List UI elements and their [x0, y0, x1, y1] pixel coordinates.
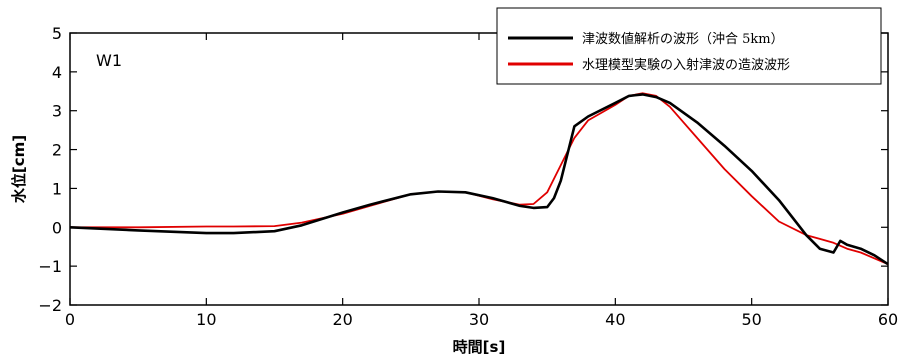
- x-tick-label: 60: [878, 310, 898, 329]
- x-tick-label: 40: [605, 310, 625, 329]
- series-line-1: [70, 92, 889, 266]
- series-lines: [69, 92, 889, 266]
- x-axis-label: 時間[s]: [453, 338, 506, 356]
- panel-label: W1: [96, 51, 122, 70]
- x-tick-label: 50: [741, 310, 761, 329]
- x-tick-label: 20: [332, 310, 352, 329]
- series-line-0: [69, 93, 889, 266]
- y-tick-label: 4: [52, 63, 62, 82]
- tick-labels: 0 10 20 30 40 50 60 −2 −1 0 1 2 3 4 5: [38, 24, 898, 329]
- legend: 津波数値解析の波形（沖合 5km） 水理模型実験の入射津波の造波波形: [496, 7, 882, 85]
- y-tick-label: −2: [38, 296, 62, 315]
- y-tick-label: 2: [52, 141, 62, 160]
- legend-label-1: 水理模型実験の入射津波の造波波形: [582, 57, 790, 73]
- x-tick-label: 0: [65, 310, 75, 329]
- legend-box: [496, 7, 882, 85]
- legend-label-0: 津波数値解析の波形（沖合 5km）: [582, 31, 784, 47]
- y-tick-label: 0: [52, 218, 62, 237]
- y-tick-label: 5: [52, 24, 62, 43]
- x-tick-label: 10: [196, 310, 216, 329]
- y-tick-label: 3: [52, 102, 62, 121]
- y-tick-label: −1: [38, 257, 62, 276]
- y-tick-label: 1: [52, 179, 62, 198]
- x-tick-label: 30: [469, 310, 489, 329]
- y-axis-label: 水位[cm]: [10, 135, 28, 203]
